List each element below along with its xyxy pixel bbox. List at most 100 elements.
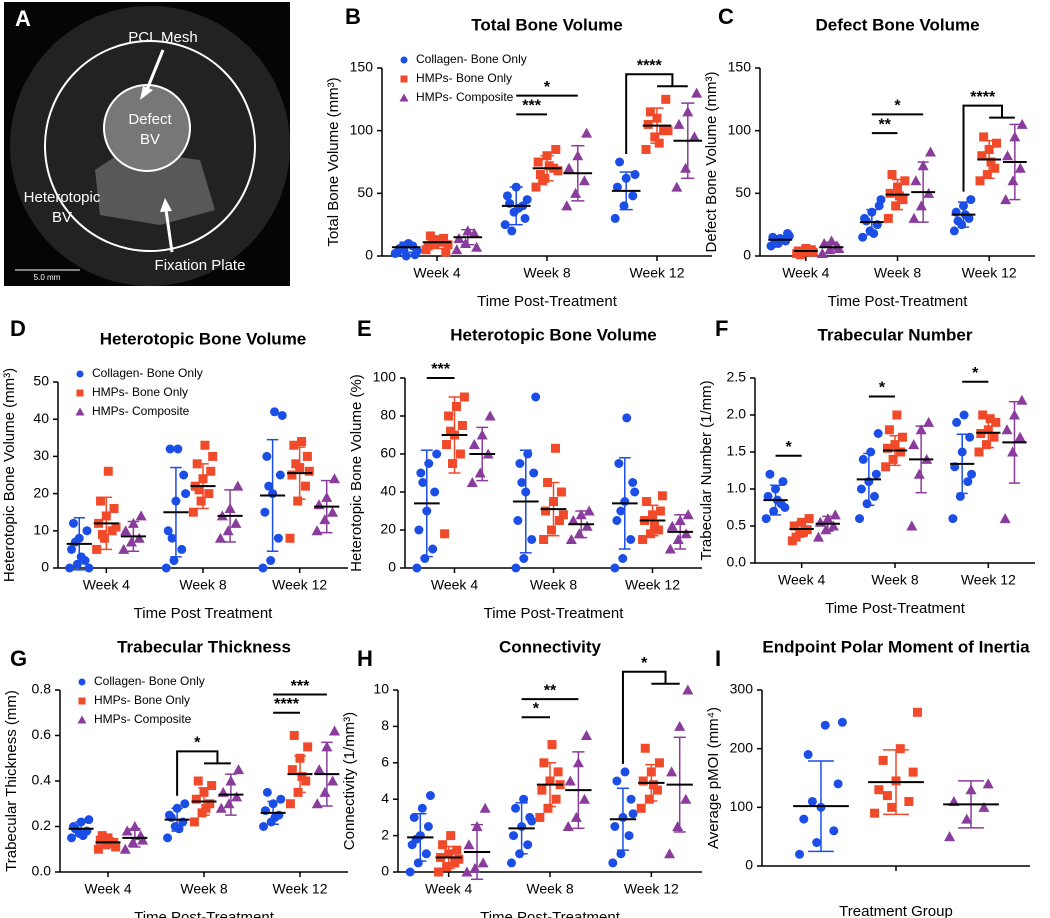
data-point — [645, 107, 655, 117]
data-point — [444, 411, 454, 421]
data-point — [992, 138, 1001, 148]
y-tick-label: 10 — [373, 681, 389, 697]
y-tick-label: 30 — [33, 447, 49, 463]
data-point — [533, 157, 543, 167]
data-point — [999, 513, 1011, 524]
legend-label: HMPs- Composite — [92, 404, 190, 418]
data-point — [615, 157, 625, 167]
data-point — [812, 838, 822, 848]
data-point — [664, 848, 676, 859]
data-point — [870, 808, 880, 818]
data-point — [103, 466, 113, 476]
data-point — [981, 440, 991, 450]
data-point — [197, 808, 207, 818]
x-axis-label: Time Post Treatment — [134, 605, 273, 622]
data-point — [963, 477, 973, 487]
data-point — [196, 496, 206, 506]
data-point — [833, 779, 843, 789]
data-point — [291, 459, 301, 469]
data-point — [915, 200, 927, 211]
data-point — [558, 510, 568, 520]
data-point — [101, 840, 111, 850]
y-tick-label: 10 — [33, 522, 49, 538]
significance-bracket — [962, 104, 1003, 192]
data-point — [313, 764, 325, 775]
data-point — [133, 532, 145, 543]
data-point — [861, 216, 871, 226]
chart-title: Trabecular Thickness — [117, 637, 291, 656]
data-point — [626, 535, 636, 544]
data-point — [302, 451, 312, 461]
panel-a: 5.0 mm A PCL Mesh Defect BV Heterotopic … — [4, 2, 290, 286]
arrow — [144, 49, 165, 93]
data-point — [78, 678, 86, 686]
data-point — [461, 866, 473, 877]
data-point — [642, 497, 652, 506]
data-point — [179, 470, 189, 480]
data-point — [778, 477, 788, 487]
significance-label: * — [641, 655, 648, 672]
x-tick-label: Week 12 — [273, 881, 328, 897]
data-point — [522, 195, 532, 205]
data-point — [959, 410, 969, 420]
data-point — [887, 802, 897, 812]
y-tick-label: 0 — [381, 863, 389, 879]
y-tick-label: 50 — [735, 184, 751, 200]
data-point — [869, 228, 879, 238]
data-point — [856, 484, 866, 494]
data-point — [111, 522, 121, 532]
data-point — [858, 232, 868, 242]
data-point — [181, 489, 191, 499]
y-tick-label: 0.5 — [727, 517, 747, 533]
x-axis-label: Time Post-Treatment — [484, 605, 625, 622]
data-point — [581, 127, 593, 138]
data-point — [421, 849, 431, 859]
data-point — [795, 849, 805, 859]
y-tick-label: 0.4 — [32, 772, 52, 788]
x-tick-label: Week 8 — [526, 881, 573, 897]
data-point — [515, 459, 525, 468]
data-point — [231, 791, 243, 802]
data-point — [446, 831, 456, 841]
y-tick-label: 0 — [743, 247, 751, 263]
data-point — [691, 87, 703, 98]
data-point — [628, 809, 638, 819]
data-point — [523, 840, 533, 850]
data-point — [869, 491, 879, 501]
significance-label: * — [194, 735, 201, 752]
x-tick-label: Week 12 — [962, 265, 1017, 281]
y-tick-label: 0 — [745, 857, 753, 873]
data-point — [804, 514, 814, 524]
data-point — [477, 857, 489, 868]
data-point — [688, 131, 700, 142]
arrow-head — [160, 198, 172, 212]
data-point — [264, 481, 274, 491]
data-point — [866, 447, 876, 457]
data-point — [276, 794, 286, 804]
y-tick-label: 0.0 — [727, 554, 747, 570]
data-point — [455, 449, 465, 459]
data-point — [553, 166, 563, 176]
y-tick-label: 4 — [381, 790, 389, 806]
data-point — [908, 439, 920, 450]
data-point — [527, 816, 537, 826]
data-point — [680, 793, 692, 804]
data-point — [84, 563, 94, 573]
data-point — [906, 520, 918, 531]
significance-label: * — [894, 98, 901, 115]
y-tick-label: 20 — [33, 484, 49, 500]
data-point — [230, 517, 242, 528]
data-point — [553, 767, 563, 777]
data-point — [649, 521, 659, 531]
data-point — [289, 731, 299, 740]
data-point — [304, 466, 314, 476]
data-point — [270, 812, 280, 822]
data-point — [581, 520, 593, 531]
data-point — [664, 543, 676, 554]
chart-title: Defect Bone Volume — [815, 15, 979, 34]
data-point — [1014, 162, 1026, 173]
data-point — [174, 824, 184, 834]
defect-roi — [103, 84, 191, 172]
data-point — [892, 410, 902, 420]
chart-title: Total Bone Volume — [471, 15, 622, 34]
